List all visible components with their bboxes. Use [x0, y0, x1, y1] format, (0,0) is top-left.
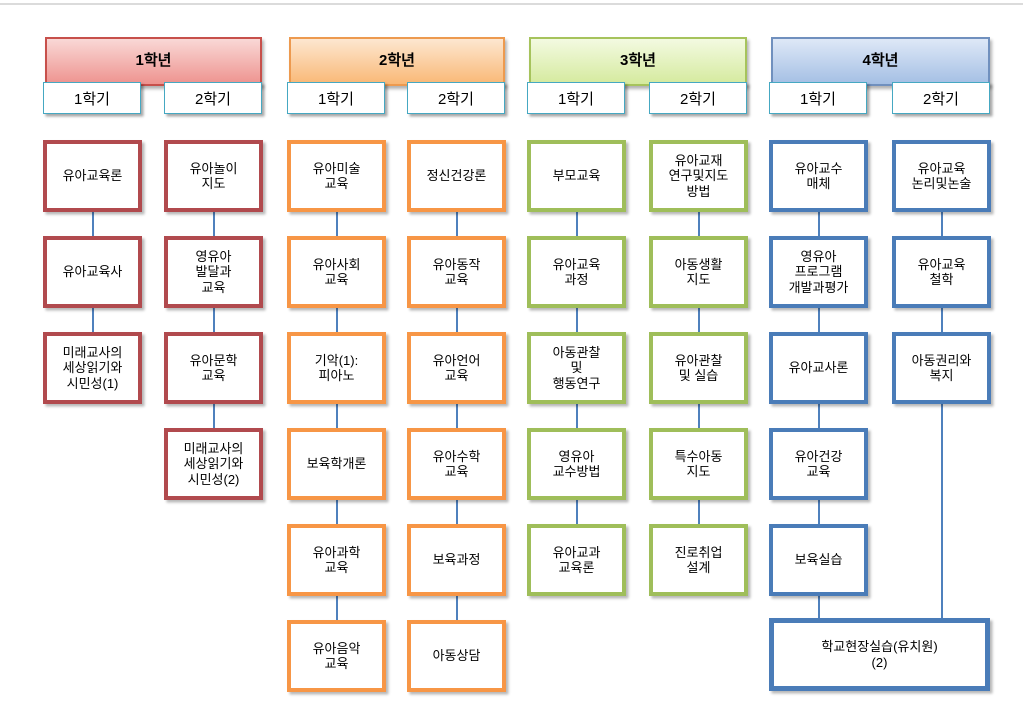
connector-line [336, 212, 338, 236]
connector-line [213, 404, 215, 428]
course-box: 유아교육 논리및논술 [892, 140, 991, 212]
top-divider-line [0, 3, 1023, 5]
course-box: 유아놀이 지도 [164, 140, 263, 212]
course-box: 유아교수 매체 [769, 140, 868, 212]
year-2-sem-1-tab: 1학기 [287, 82, 385, 114]
connector-line [818, 500, 820, 524]
year-1-sem-2-tab: 2학기 [164, 82, 262, 114]
connector-line [456, 596, 458, 620]
connector-line [698, 500, 700, 524]
connector-line [456, 308, 458, 332]
connector-line [576, 308, 578, 332]
course-box: 유아교과 교육론 [527, 524, 626, 596]
connector-line [92, 212, 94, 236]
year-2-sem-2-tab: 2학기 [407, 82, 505, 114]
course-box: 정신건강론 [407, 140, 506, 212]
course-box: 유아건강 교육 [769, 428, 868, 500]
course-box: 보육학개론 [287, 428, 386, 500]
connector-line [818, 596, 820, 618]
connector-line [818, 404, 820, 428]
connector-line [456, 212, 458, 236]
course-box: 미래교사의 세상읽기와 시민성(1) [43, 332, 142, 404]
connector-line [456, 404, 458, 428]
course-box: 아동생활 지도 [649, 236, 748, 308]
year-4-header: 4학년 [771, 37, 990, 86]
final-course-box: 학교현장실습(유치원) (2) [769, 618, 990, 691]
connector-line [698, 308, 700, 332]
course-box: 유아사회 교육 [287, 236, 386, 308]
course-box: 유아음악 교육 [287, 620, 386, 692]
course-box: 보육실습 [769, 524, 868, 596]
connector-line [698, 404, 700, 428]
course-box: 유아과학 교육 [287, 524, 386, 596]
course-box: 유아언어 교육 [407, 332, 506, 404]
connector-line [92, 308, 94, 332]
connector-line [818, 308, 820, 332]
year-4-sem-2-tab: 2학기 [892, 82, 990, 114]
course-box: 영유아 교수방법 [527, 428, 626, 500]
connector-line [456, 500, 458, 524]
connector-line [941, 404, 943, 618]
course-box: 기악(1): 피아노 [287, 332, 386, 404]
course-box: 유아관찰 및 실습 [649, 332, 748, 404]
course-box: 유아교사론 [769, 332, 868, 404]
year-3-sem-2-tab: 2학기 [649, 82, 747, 114]
connector-line [336, 404, 338, 428]
connector-line [576, 212, 578, 236]
connector-line [336, 500, 338, 524]
year-2-header: 2학년 [289, 37, 505, 86]
course-box: 유아미술 교육 [287, 140, 386, 212]
course-box: 보육과정 [407, 524, 506, 596]
course-box: 미래교사의 세상읽기와 시민성(2) [164, 428, 263, 500]
course-box: 유아교육론 [43, 140, 142, 212]
course-box: 유아수학 교육 [407, 428, 506, 500]
connector-line [213, 308, 215, 332]
connector-line [818, 212, 820, 236]
connector-line [576, 404, 578, 428]
course-box: 유아교육사 [43, 236, 142, 308]
connector-line [941, 308, 943, 332]
connector-line [698, 212, 700, 236]
course-box: 특수아동 지도 [649, 428, 748, 500]
course-box: 진로취업 설계 [649, 524, 748, 596]
connector-line [336, 308, 338, 332]
course-box: 유아교재 연구및지도 방법 [649, 140, 748, 212]
course-box: 영유아 프로그램 개발과평가 [769, 236, 868, 308]
year-1-header: 1학년 [45, 37, 262, 86]
connector-line [336, 596, 338, 620]
course-box: 아동권리와 복지 [892, 332, 991, 404]
connector-line [941, 212, 943, 236]
course-box: 유아교육 철학 [892, 236, 991, 308]
year-3-sem-1-tab: 1학기 [527, 82, 625, 114]
course-box: 유아문학 교육 [164, 332, 263, 404]
year-4-sem-1-tab: 1학기 [769, 82, 867, 114]
connector-line [576, 500, 578, 524]
year-1-sem-1-tab: 1학기 [43, 82, 141, 114]
course-box: 아동관찰 및 행동연구 [527, 332, 626, 404]
course-box: 아동상담 [407, 620, 506, 692]
course-box: 영유아 발달과 교육 [164, 236, 263, 308]
course-box: 유아교육 과정 [527, 236, 626, 308]
connector-line [213, 212, 215, 236]
course-box: 유아동작 교육 [407, 236, 506, 308]
year-3-header: 3학년 [529, 37, 747, 86]
course-box: 부모교육 [527, 140, 626, 212]
